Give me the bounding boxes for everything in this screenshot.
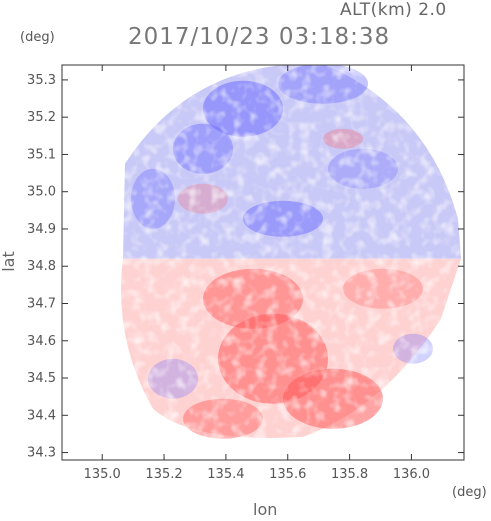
x-tick-label: 135.6 (269, 467, 306, 482)
y-tick-label: 34.8 (27, 259, 56, 274)
y-tick-label: 34.6 (27, 334, 56, 349)
y-tick-label: 35.0 (27, 185, 56, 200)
x-tick-label: 135.4 (207, 467, 244, 482)
y-tick-label: 35.2 (27, 110, 56, 125)
y-axis-unit: (deg) (20, 30, 55, 45)
chart-title: 2017/10/23 03:18:38 (128, 24, 391, 50)
x-tick-label: 135.0 (84, 467, 121, 482)
x-tick-label: 135.2 (145, 467, 182, 482)
x-axis-label: lon (253, 500, 278, 519)
x-axis-unit: (deg) (452, 485, 487, 500)
radar-field (62, 65, 464, 460)
y-tick-label: 35.3 (27, 73, 56, 88)
y-tick-label: 34.5 (27, 371, 56, 386)
x-tick-label: 136.0 (393, 467, 430, 482)
y-tick-label: 35.1 (27, 147, 56, 162)
y-tick-label: 34.4 (27, 408, 56, 423)
y-tick-label: 34.9 (27, 222, 56, 237)
y-tick-label: 34.3 (27, 446, 56, 461)
x-tick-label: 135.8 (331, 467, 368, 482)
y-tick-label: 34.7 (27, 296, 56, 311)
plot-frame (61, 64, 465, 461)
echo-texture (62, 65, 464, 460)
axes: 135.0 135.2 135.4 135.6 135.8 136.0 34.3 34.4 34… (27, 64, 465, 482)
altitude-label: ALT(km) 2.0 (340, 0, 447, 20)
